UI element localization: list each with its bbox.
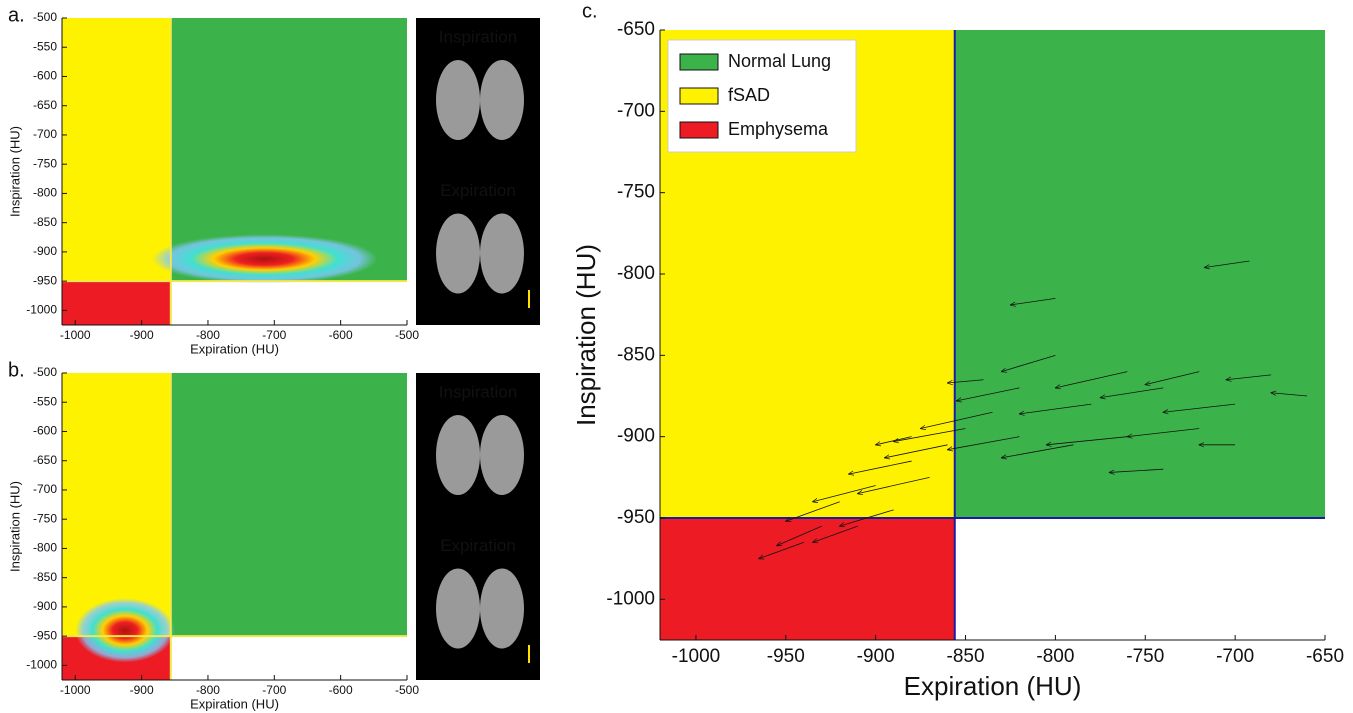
y-tick-label: -1000 <box>26 303 57 317</box>
y-tick-label: -850 <box>33 570 57 584</box>
y-tick-label: -700 <box>33 127 57 141</box>
y-tick-label: -950 <box>33 273 57 287</box>
x-tick-label: -900 <box>130 328 154 342</box>
y-tick-label: -950 <box>33 628 57 642</box>
y-axis-label: Inspiration (HU) <box>7 481 22 572</box>
lung-right <box>480 569 524 649</box>
region-emphysema <box>660 518 955 640</box>
x-axis-label: Expiration (HU) <box>190 342 279 357</box>
y-tick-label: -750 <box>33 511 57 525</box>
panel-label: b. <box>8 359 25 381</box>
image-title: Inspiration <box>439 382 517 401</box>
lung-right <box>480 415 524 495</box>
x-tick-label: -600 <box>329 328 353 342</box>
x-tick-label: -800 <box>196 328 220 342</box>
y-tick-label: -950 <box>617 507 655 528</box>
y-tick-label: -500 <box>33 365 57 379</box>
lung-right <box>480 214 524 294</box>
region-normal <box>955 30 1325 518</box>
legend-label: Normal Lung <box>728 51 831 71</box>
region-emphysema <box>62 281 171 325</box>
lung-image-panel <box>416 18 540 325</box>
image-title: Inspiration <box>439 27 517 46</box>
y-tick-label: -800 <box>617 263 655 284</box>
y-tick-label: -650 <box>33 98 57 112</box>
lung-right <box>480 60 524 140</box>
y-tick-label: -600 <box>33 69 57 83</box>
panel-label: c. <box>582 0 598 22</box>
x-tick-label: -900 <box>857 646 895 667</box>
lung-left <box>436 214 480 294</box>
legend-swatch <box>680 54 718 70</box>
x-tick-label: -950 <box>767 646 805 667</box>
y-tick-label: -650 <box>617 19 655 40</box>
x-tick-label: -750 <box>1126 646 1164 667</box>
y-tick-label: -700 <box>33 482 57 496</box>
x-tick-label: -1000 <box>60 683 91 697</box>
panel-label: a. <box>8 4 25 26</box>
region-normal <box>171 373 407 636</box>
y-tick-label: -650 <box>33 453 57 467</box>
density-peak <box>75 598 175 662</box>
y-tick-label: -600 <box>33 424 57 438</box>
lung-left <box>436 569 480 649</box>
legend-swatch <box>680 122 718 138</box>
y-tick-label: -800 <box>33 541 57 555</box>
x-tick-label: -650 <box>1306 646 1344 667</box>
scale-bar <box>528 645 530 663</box>
y-tick-label: -900 <box>33 244 57 258</box>
region-fsad <box>62 18 171 281</box>
y-tick-label: -700 <box>617 100 655 121</box>
x-tick-label: -600 <box>329 683 353 697</box>
y-tick-label: -550 <box>33 394 57 408</box>
legend-label: Emphysema <box>728 119 829 139</box>
y-tick-label: -750 <box>33 156 57 170</box>
lung-left <box>436 415 480 495</box>
lung-left <box>436 60 480 140</box>
y-tick-label: -800 <box>33 186 57 200</box>
x-tick-label: -500 <box>395 683 419 697</box>
y-axis-label: Inspiration (HU) <box>7 126 22 217</box>
x-tick-label: -700 <box>262 683 286 697</box>
x-tick-label: -800 <box>196 683 220 697</box>
x-tick-label: -850 <box>947 646 985 667</box>
y-tick-label: -850 <box>33 215 57 229</box>
lung-image-panel <box>416 373 540 680</box>
legend-swatch <box>680 88 718 104</box>
y-tick-label: -900 <box>33 599 57 613</box>
density-peak <box>152 234 378 283</box>
legend-label: fSAD <box>728 85 770 105</box>
y-tick-label: -900 <box>617 426 655 447</box>
x-tick-label: -1000 <box>60 328 91 342</box>
x-tick-label: -700 <box>262 328 286 342</box>
y-tick-label: -750 <box>617 182 655 203</box>
x-tick-label: -1000 <box>672 646 721 667</box>
figure: -1000 -900 -800 -700 -600 -500 -1000 -950 -900 -8… <box>0 0 1353 713</box>
x-axis-label: Expiration (HU) <box>190 697 279 712</box>
y-tick-label: -500 <box>33 10 57 24</box>
x-axis-label: Expiration (HU) <box>904 671 1082 701</box>
y-tick-label: -550 <box>33 39 57 53</box>
x-tick-label: -900 <box>130 683 154 697</box>
y-tick-label: -1000 <box>26 658 57 672</box>
x-tick-label: -700 <box>1216 646 1254 667</box>
image-title: Expiration <box>440 181 516 200</box>
scale-bar <box>528 290 530 308</box>
x-tick-label: -800 <box>1036 646 1074 667</box>
x-tick-label: -500 <box>395 328 419 342</box>
y-axis-label: Inspiration (HU) <box>571 244 601 426</box>
y-tick-label: -1000 <box>606 588 655 609</box>
image-title: Expiration <box>440 536 516 555</box>
region-fsad <box>62 373 171 636</box>
y-tick-label: -850 <box>617 344 655 365</box>
